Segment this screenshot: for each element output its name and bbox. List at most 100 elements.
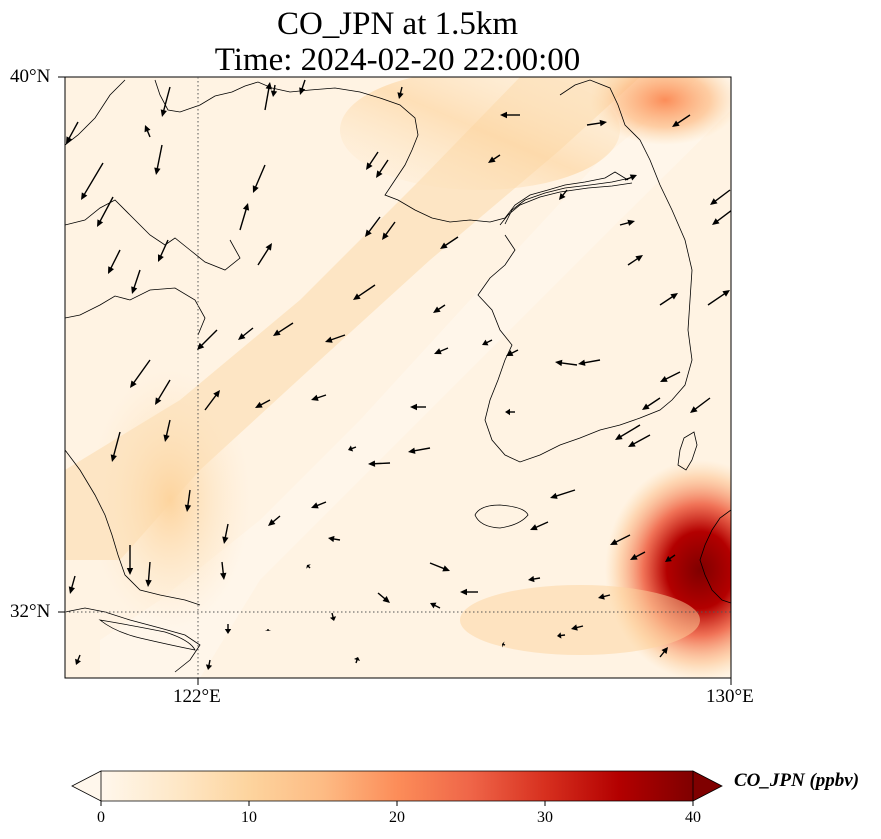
wind-arrow bbox=[328, 535, 341, 543]
wind-arrow bbox=[97, 196, 114, 227]
wind-arrow bbox=[660, 371, 681, 382]
wind-arrow bbox=[642, 397, 661, 410]
map-title-variable: CO_JPN at 1.5km bbox=[276, 6, 519, 42]
lon-label-130e: 130°E bbox=[706, 686, 754, 707]
wind-arrow bbox=[659, 293, 678, 306]
wind-arrow bbox=[131, 269, 141, 294]
lat-label-32n: 32°N bbox=[10, 601, 51, 622]
wind-arrow bbox=[571, 624, 584, 631]
wind-arrow bbox=[68, 575, 76, 594]
wind-arrow bbox=[429, 562, 450, 572]
wind-arrow bbox=[130, 359, 151, 388]
wind-arrow bbox=[557, 632, 566, 639]
wind-arrow bbox=[348, 445, 357, 452]
wind-arrow bbox=[619, 219, 635, 226]
colorbar-tick-10: 10 bbox=[241, 809, 257, 826]
wind-arrow bbox=[672, 114, 691, 127]
wind-arrow bbox=[397, 86, 404, 99]
wind-arrow bbox=[197, 329, 218, 350]
lon-label-122e: 122°E bbox=[173, 686, 221, 707]
wind-arrow bbox=[257, 243, 272, 266]
wind-arrow bbox=[690, 397, 711, 413]
wind-arrow bbox=[366, 151, 379, 170]
wind-arrow bbox=[710, 189, 731, 205]
wind-arrow bbox=[353, 284, 376, 300]
wind-arrow bbox=[528, 575, 541, 583]
colorbar-tick-40: 40 bbox=[685, 809, 701, 826]
wind-arrow bbox=[75, 654, 81, 665]
wind-arrow bbox=[500, 111, 520, 119]
colorbar-label: CO_JPN (ppbv) bbox=[734, 770, 860, 791]
wind-arrow bbox=[220, 561, 227, 580]
wind-arrow bbox=[559, 189, 568, 200]
wind-arrow bbox=[110, 431, 121, 462]
wind-arrow bbox=[460, 588, 478, 596]
wind-arrow bbox=[659, 647, 668, 658]
wind-arrow bbox=[66, 121, 79, 144]
wind-arrow bbox=[255, 399, 271, 408]
wind-arrow bbox=[376, 159, 389, 178]
wind-arrow bbox=[578, 359, 601, 366]
wind-arrow bbox=[273, 322, 294, 336]
wind-arrow bbox=[368, 460, 391, 467]
wind-arrow bbox=[353, 657, 361, 664]
wind-arrow bbox=[264, 82, 272, 111]
wind-arrow bbox=[377, 592, 390, 603]
wind-arrow bbox=[299, 79, 306, 95]
wind-arrow bbox=[224, 624, 232, 634]
wind-arrow bbox=[205, 659, 213, 670]
wind-arrow bbox=[502, 641, 506, 648]
wind-arrow bbox=[238, 327, 254, 340]
wind-arrow bbox=[615, 424, 641, 440]
wind-arrow bbox=[433, 304, 446, 313]
wind-arrow bbox=[184, 489, 192, 512]
wind-arrow bbox=[204, 390, 220, 411]
co-concentration-field bbox=[65, 77, 731, 678]
wind-arrow bbox=[163, 419, 171, 442]
wind-arrow bbox=[408, 447, 431, 454]
wind-arrow bbox=[154, 144, 163, 175]
wind-arrow bbox=[239, 203, 250, 231]
wind-arrow bbox=[624, 174, 637, 181]
wind-arrow bbox=[586, 119, 607, 127]
map-frame bbox=[64, 76, 732, 679]
wind-arrow bbox=[505, 408, 515, 416]
wind-arrow bbox=[627, 255, 643, 266]
wind-arrow bbox=[712, 209, 731, 225]
wind-arrow bbox=[145, 561, 152, 587]
wind-arrow bbox=[160, 86, 171, 117]
wind-arrow bbox=[325, 334, 346, 343]
wind-arrow bbox=[155, 379, 171, 405]
wind-arrow bbox=[157, 239, 169, 262]
wind-arrow bbox=[311, 501, 327, 509]
colorbar-tick-0: 0 bbox=[97, 809, 105, 826]
wind-arrow bbox=[268, 515, 281, 526]
wind-arrow bbox=[81, 162, 104, 200]
wind-arrow bbox=[550, 489, 576, 499]
wind-arrow bbox=[144, 125, 151, 138]
map-title-time: Time: 2024-02-20 22:00:00 bbox=[214, 42, 581, 78]
wind-arrow bbox=[610, 534, 631, 545]
wind-arrow bbox=[598, 593, 611, 600]
wind-arrow bbox=[264, 629, 272, 631]
colorbar-tick-30: 30 bbox=[537, 809, 553, 826]
wind-arrow bbox=[434, 347, 449, 355]
wind-arrow bbox=[365, 216, 381, 237]
wind-arrow bbox=[555, 359, 578, 367]
wind-arrow bbox=[252, 164, 266, 193]
wind-arrow bbox=[311, 394, 327, 401]
wind-arrow bbox=[410, 403, 426, 411]
wind-arrow bbox=[707, 290, 730, 306]
wind-arrow bbox=[665, 554, 676, 562]
wind-arrow bbox=[628, 434, 651, 447]
wind-arrow bbox=[630, 551, 646, 560]
wind-arrow bbox=[488, 154, 501, 163]
wind-arrow bbox=[306, 564, 311, 569]
wind-arrow bbox=[440, 236, 459, 249]
wind-arrow bbox=[430, 602, 441, 609]
wind-arrow bbox=[506, 349, 519, 356]
lat-label-40n: 40°N bbox=[10, 66, 51, 87]
wind-arrow bbox=[222, 523, 229, 544]
colorbar-tick-20: 20 bbox=[389, 809, 405, 826]
